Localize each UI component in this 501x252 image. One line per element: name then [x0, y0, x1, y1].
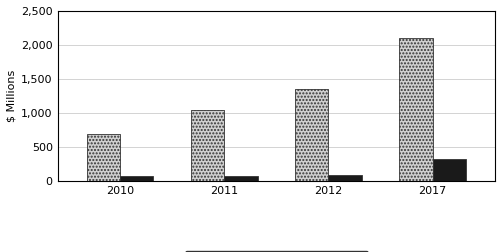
Bar	[120, 176, 153, 181]
Bar	[398, 38, 432, 181]
Bar	[432, 159, 465, 181]
Y-axis label: $ Millions: $ Millions	[7, 70, 17, 122]
Bar	[224, 176, 257, 181]
Bar	[295, 89, 328, 181]
Bar	[87, 134, 120, 181]
Legend: Intrinsic, Extrinsic: Intrinsic, Extrinsic	[184, 251, 367, 252]
Bar	[190, 110, 224, 181]
Bar	[328, 175, 361, 181]
